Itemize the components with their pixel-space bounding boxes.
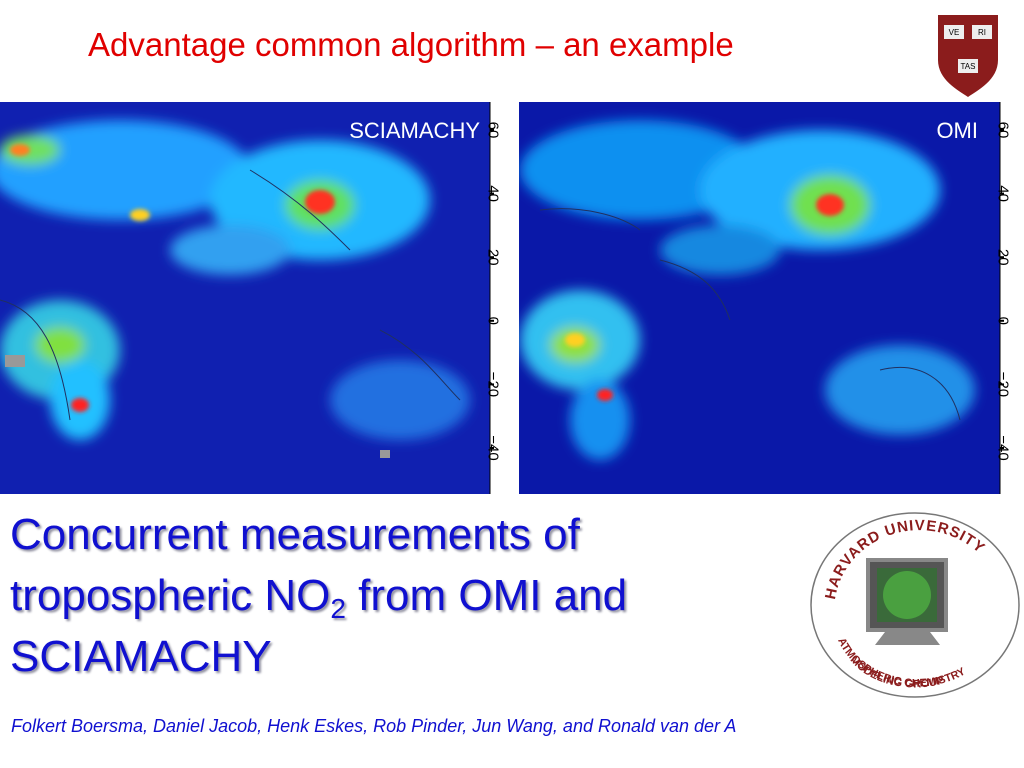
lat-tick-label: 0 xyxy=(995,317,1012,325)
slide-title: Advantage common algorithm – an example xyxy=(88,26,734,63)
lat-tick-label: 60 xyxy=(995,122,1012,139)
acmg-logo: HARVARD UNIVERSITY ATMOSPHERIC CHEMISTRY… xyxy=(810,512,1020,698)
harvard-shield: VE RI TAS xyxy=(938,15,998,97)
heading-line: tropospheric NO2 from OMI and xyxy=(10,565,627,626)
lat-tick-label: 40 xyxy=(995,185,1012,202)
authors: Folkert Boersma, Daniel Jacob, Henk Eske… xyxy=(11,716,737,736)
lat-tick-label: 20 xyxy=(995,249,1012,266)
lat-tick-label: 60 xyxy=(485,122,502,139)
lat-tick-label: −20 xyxy=(485,372,502,397)
lat-tick-label: −20 xyxy=(995,372,1012,397)
lat-tick-label: 20 xyxy=(485,249,502,266)
latitude-axes: 60 40 20 0 −20 −40 60 40 20 0 −20 −40 xyxy=(485,102,1012,494)
panel-labels: SCIAMACHY OMI xyxy=(349,118,978,143)
lat-tick-label: −40 xyxy=(485,435,502,460)
shield-text: VE xyxy=(949,28,960,37)
lat-tick-label: 40 xyxy=(485,185,502,202)
lat-tick-label: 0 xyxy=(485,317,502,325)
heading-subscript: 2 xyxy=(330,593,346,624)
shield-text: RI xyxy=(978,28,986,37)
lat-tick-label: −40 xyxy=(995,435,1012,460)
heading-text: from OMI and xyxy=(345,571,628,620)
heading-line: SCIAMACHY xyxy=(10,632,272,681)
omi-map xyxy=(519,102,1000,494)
heading-line: Concurrent measurements of xyxy=(10,510,580,559)
panel-label: SCIAMACHY xyxy=(349,118,480,143)
heading-text: tropospheric NO xyxy=(10,571,331,620)
panel-label: OMI xyxy=(936,118,978,143)
heading: Concurrent measurements of tropospheric … xyxy=(10,504,627,687)
shield-text: TAS xyxy=(961,62,976,71)
sciamachy-map xyxy=(0,102,490,494)
